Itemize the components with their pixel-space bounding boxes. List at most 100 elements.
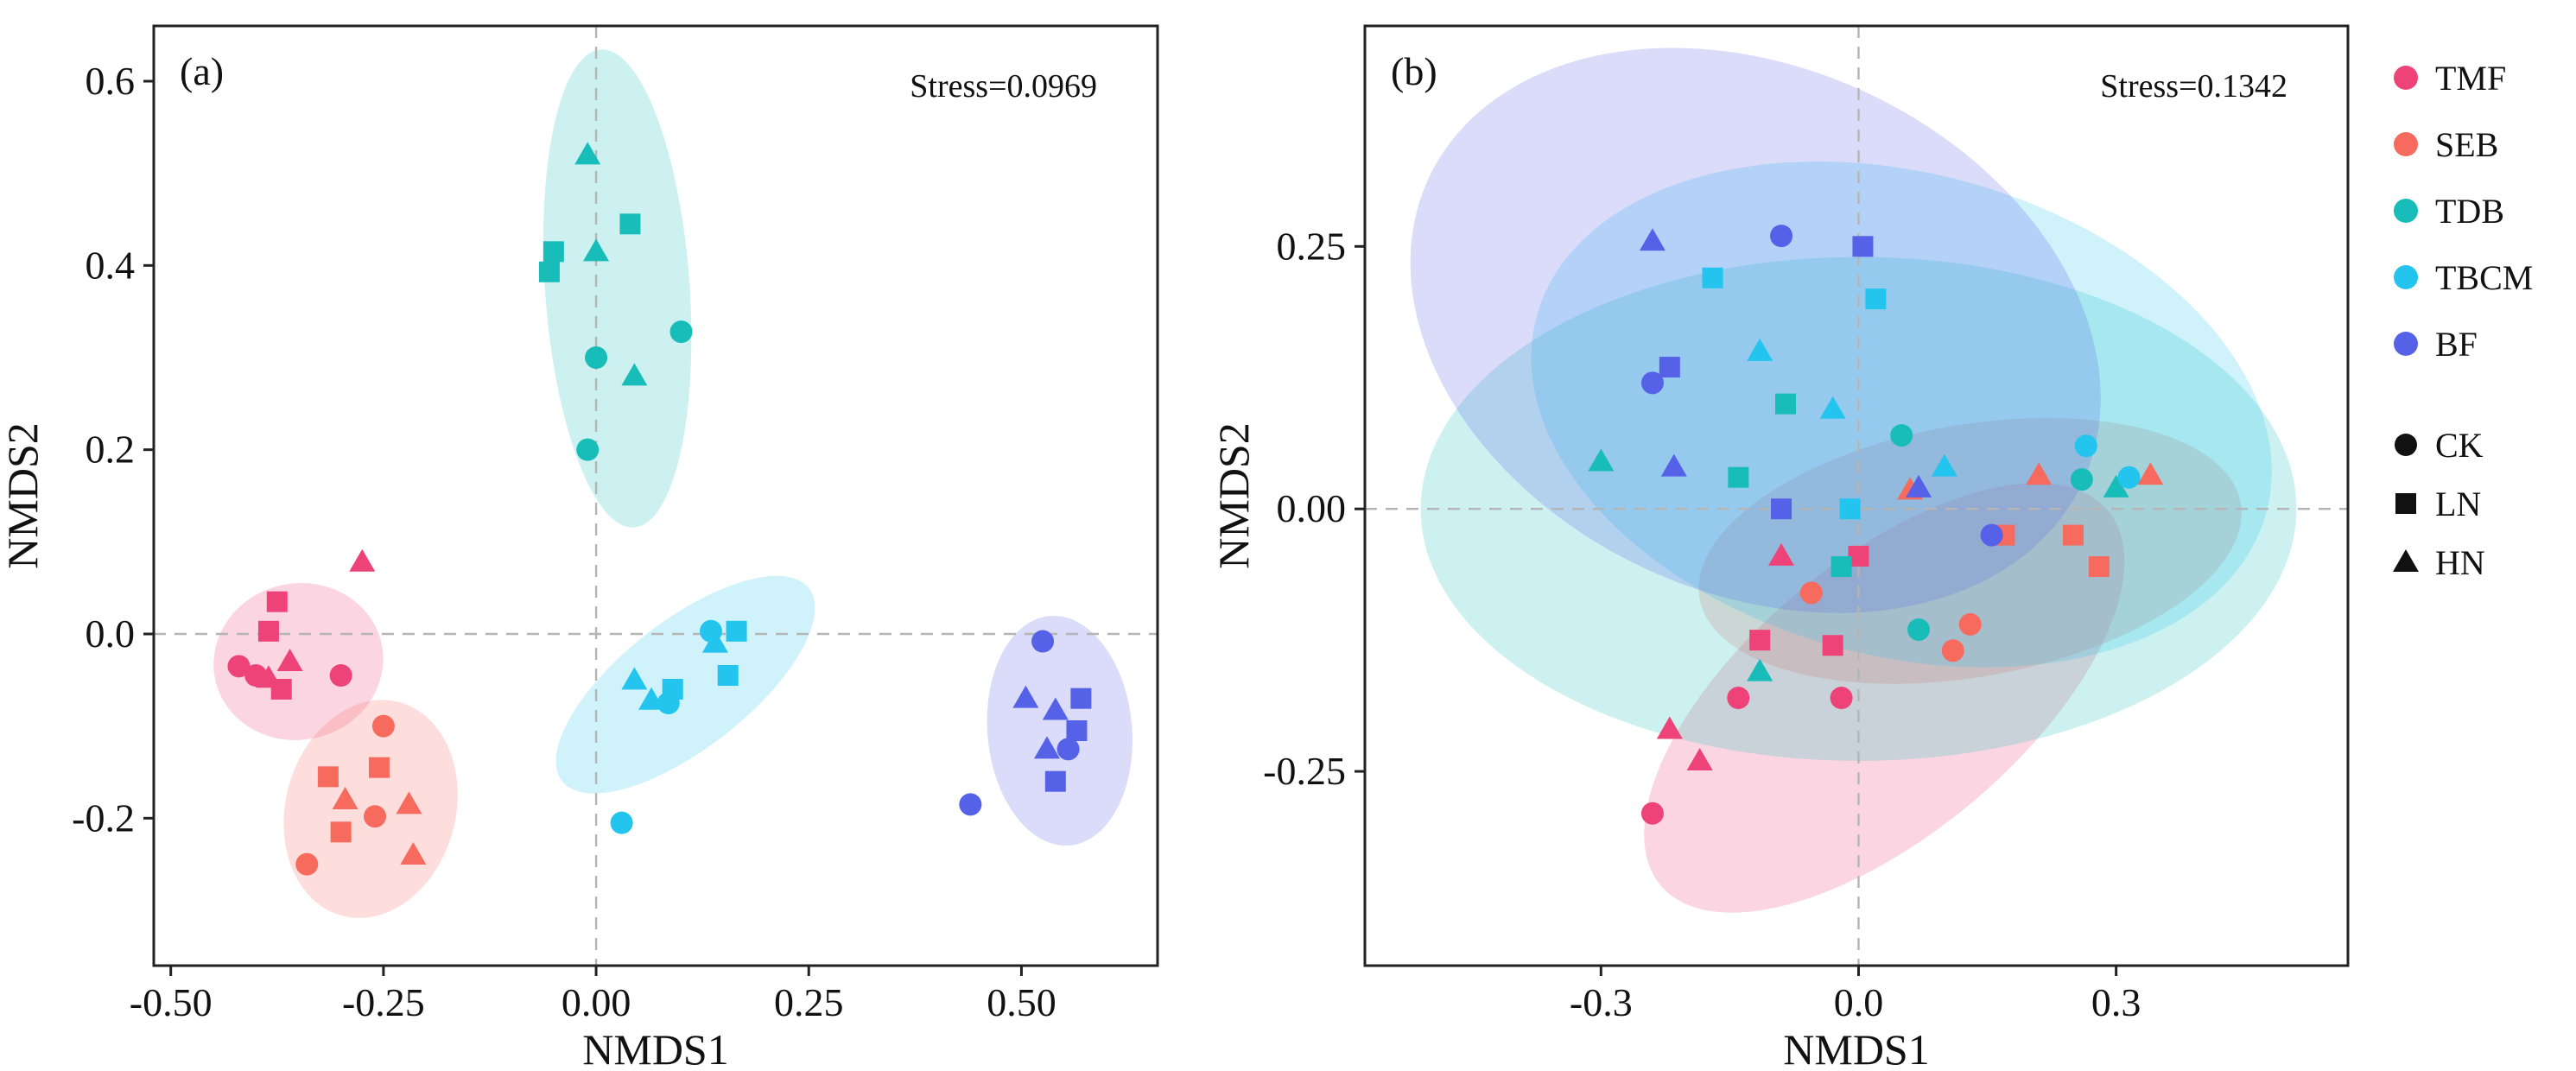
- plot-frame: [152, 24, 1159, 967]
- point-seb-square: [330, 821, 352, 843]
- point-tdb-circle: [576, 438, 600, 461]
- panel-label: (a): [180, 49, 224, 93]
- point-bf-circle: [1056, 738, 1080, 761]
- ellipse-bf: [1410, 48, 2101, 613]
- point-bf-circle: [1031, 630, 1055, 653]
- point-tbcm-triangle: [1931, 453, 1957, 477]
- point-seb-circle: [1958, 612, 1982, 636]
- point-tdb-square: [538, 261, 560, 282]
- y-tick-label: 0.25: [1277, 224, 1347, 268]
- point-tdb-square: [542, 241, 564, 263]
- point-tbcm-square: [662, 679, 683, 700]
- point-tbcm-square: [1839, 498, 1861, 520]
- legend-key-tdb: [2394, 199, 2418, 223]
- legend-label-seb: SEB: [2435, 125, 2498, 164]
- point-bf-square: [1070, 688, 1092, 709]
- y-tick-label: 0.4: [86, 243, 136, 287]
- point-seb-triangle: [396, 791, 422, 814]
- point-tmf-triangle: [1656, 716, 1683, 739]
- point-tdb-square: [619, 213, 641, 235]
- point-bf-square: [1659, 357, 1680, 378]
- y-tick-label: 0.2: [86, 428, 136, 472]
- x-axis-title: NMDS1: [582, 1025, 728, 1071]
- point-tbcm-square: [1865, 288, 1887, 310]
- y-tick-label: 0.00: [1277, 486, 1347, 530]
- point-bf-triangle: [1906, 474, 1932, 497]
- x-tick-label: 0.50: [987, 980, 1056, 1024]
- panel-label: (b): [1391, 49, 1437, 93]
- legend-key-tbcm: [2394, 265, 2418, 289]
- legend-label-hn: HN: [2435, 543, 2485, 582]
- point-seb-triangle: [2026, 462, 2053, 485]
- y-tick-label: 0.6: [86, 59, 136, 103]
- point-bf-square: [1066, 720, 1088, 741]
- point-tbcm-square: [717, 665, 739, 686]
- legend-label-tbcm: TBCM: [2435, 258, 2533, 297]
- point-bf-circle: [1770, 225, 1793, 248]
- point-tdb-triangle: [574, 142, 601, 165]
- point-tdb-circle: [2070, 468, 2093, 491]
- y-axis-title: NMDS2: [0, 422, 47, 568]
- point-tbcm-triangle: [621, 667, 648, 690]
- y-tick-label: -0.25: [1263, 749, 1346, 793]
- point-bf-triangle: [1042, 697, 1069, 720]
- point-tdb-square: [1830, 556, 1852, 578]
- x-tick-label: 0.25: [774, 980, 844, 1024]
- panel-a-plot: -0.50 -0.25 0.00 0.25 0.50 -0.2 0.0 0.2 0.4 0.6 NM…: [0, 24, 1159, 1071]
- panel-b-plot: -0.3 0.0 0.3 -0.25 0.00 0.25 NMDS1 NMDS2 (b) Stre…: [1209, 24, 2350, 1071]
- point-seb-circle: [371, 714, 395, 738]
- points-layer: [227, 142, 1092, 876]
- legend: TMF SEB TDB TBCM BF CK LN HN: [2393, 59, 2533, 582]
- point-tmf-square: [1749, 630, 1771, 651]
- legend-label-tmf: TMF: [2435, 59, 2506, 98]
- point-tmf-circle: [329, 664, 352, 687]
- point-tmf-circle: [1727, 687, 1750, 710]
- point-tdb-square: [1775, 393, 1797, 415]
- ellipse-bf: [987, 615, 1133, 846]
- point-tmf-square: [266, 591, 288, 612]
- point-tdb-circle: [1907, 618, 1931, 641]
- point-tmf-triangle: [1686, 747, 1713, 770]
- point-bf-triangle: [1012, 685, 1039, 708]
- point-tdb-circle: [1890, 424, 1913, 447]
- point-seb-circle: [1941, 639, 1964, 662]
- point-tbcm-triangle: [701, 630, 728, 653]
- point-seb-circle: [364, 805, 387, 828]
- legend-key-ck: [2395, 434, 2417, 456]
- ellipse-tmf: [1644, 483, 2125, 913]
- point-tbcm-circle: [2074, 434, 2097, 458]
- point-tdb-square: [1728, 466, 1749, 488]
- point-tdb-circle: [585, 346, 608, 369]
- point-bf-circle: [1640, 371, 1664, 395]
- legend-label-ck: CK: [2435, 426, 2484, 465]
- point-bf-square: [1771, 498, 1792, 520]
- point-seb-circle: [1799, 581, 1823, 605]
- legend-label-ln: LN: [2435, 485, 2481, 523]
- point-bf-triangle: [1660, 453, 1687, 477]
- point-tmf-square: [257, 620, 279, 642]
- point-tmf-triangle: [349, 548, 376, 572]
- point-tmf-circle: [1640, 802, 1664, 825]
- legend-key-ln: [2395, 493, 2416, 514]
- legend-key-seb: [2394, 132, 2418, 156]
- legend-key-bf: [2394, 332, 2418, 356]
- point-tbcm-triangle: [1819, 396, 1846, 419]
- point-tmf-triangle: [255, 665, 282, 688]
- point-bf-triangle: [1033, 736, 1060, 759]
- point-seb-square: [368, 757, 390, 778]
- legend-label-tdb: TDB: [2435, 192, 2504, 231]
- point-tdb-circle: [669, 320, 693, 344]
- legend-label-bf: BF: [2435, 325, 2478, 364]
- point-bf-circle: [959, 793, 982, 816]
- point-seb-circle: [295, 852, 319, 876]
- point-seb-triangle: [2137, 462, 2164, 485]
- y-tick-label: 0.0: [86, 612, 136, 656]
- x-tick-label: 0.3: [2091, 980, 2141, 1024]
- point-bf-square: [1044, 770, 1066, 792]
- point-tdb-triangle: [1747, 658, 1773, 681]
- y-axis-title: NMDS2: [1209, 422, 1258, 568]
- x-tick-label: 0.00: [562, 980, 631, 1024]
- ellipse-tdb: [542, 49, 692, 528]
- x-axis-title: NMDS1: [1783, 1025, 1929, 1071]
